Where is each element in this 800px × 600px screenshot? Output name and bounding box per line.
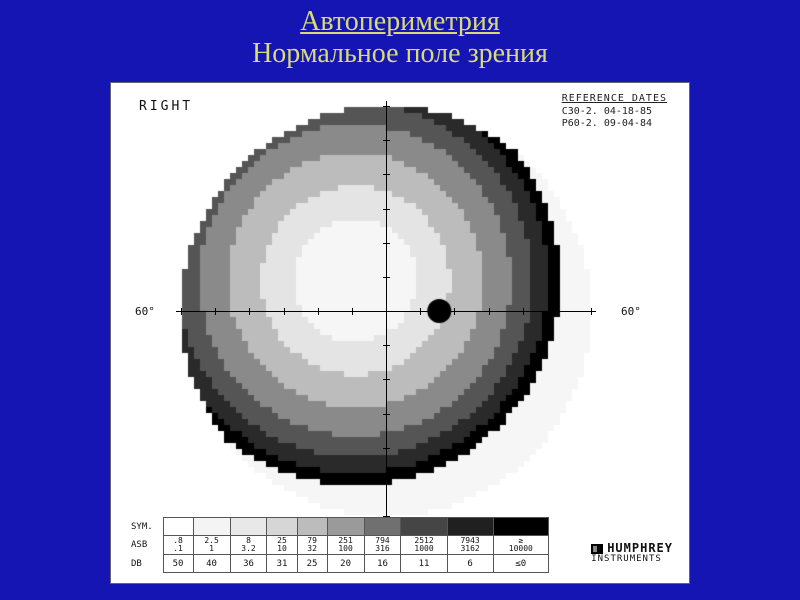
legend-asb-cell: 7943 3162 (447, 536, 493, 555)
slide-title-main: Автопериметрия (0, 6, 800, 38)
legend-asb-cell: ≥ 10000 (493, 536, 548, 555)
brand-sub: INSTRUMENTS (591, 555, 673, 565)
slide-title-block: Автопериметрия Нормальное поле зрения (0, 0, 800, 70)
legend-asb-cell: 25 10 (267, 536, 297, 555)
legend-asb-cell: 2512 1000 (401, 536, 447, 555)
degree-label-right: 60° (621, 305, 641, 318)
legend-label-asb: ASB (129, 536, 163, 555)
legend-swatch (364, 518, 401, 536)
legend-asb-cell: 8 3.2 (230, 536, 267, 555)
legend-label-db: DB (129, 555, 163, 573)
legend-asb-cell: .8 .1 (163, 536, 193, 555)
legend-swatch (401, 518, 447, 536)
legend-swatch (447, 518, 493, 536)
legend-db-cell: 50 (163, 555, 193, 573)
legend-db-cell: 31 (267, 555, 297, 573)
legend-db-cell: 6 (447, 555, 493, 573)
brand-logo-icon (591, 544, 603, 554)
legend-swatch (493, 518, 548, 536)
legend-db-cell: ≤0 (493, 555, 548, 573)
perimetry-printout: RIGHT REFERENCE DATES C30-2. 04-18-85 P6… (110, 82, 690, 584)
slide-title-sub: Нормальное поле зрения (0, 38, 800, 70)
legend-swatch (230, 518, 267, 536)
brand-block: HUMPHREY INSTRUMENTS (591, 542, 673, 565)
greyscale-legend: SYM. ASB.8 .12.5 18 3.225 1079 32251 100… (129, 517, 549, 573)
legend-asb-cell: 2.5 1 (193, 536, 230, 555)
legend-db-cell: 20 (327, 555, 364, 573)
legend-swatch (327, 518, 364, 536)
legend-db-cell: 25 (297, 555, 327, 573)
legend-asb-cell: 79 32 (297, 536, 327, 555)
brand-name: HUMPHREY (607, 541, 673, 555)
legend-swatch (297, 518, 327, 536)
legend-table: SYM. ASB.8 .12.5 18 3.225 1079 32251 100… (129, 517, 549, 573)
legend-db-cell: 36 (230, 555, 267, 573)
legend-label-sym: SYM. (129, 518, 163, 536)
legend-swatch (193, 518, 230, 536)
legend-db-cell: 11 (401, 555, 447, 573)
legend-asb-cell: 794 316 (364, 536, 401, 555)
legend-swatch (163, 518, 193, 536)
axis-vertical (386, 101, 387, 521)
legend-asb-cell: 251 100 (327, 536, 364, 555)
degree-label-left: 60° (135, 305, 155, 318)
legend-db-cell: 40 (193, 555, 230, 573)
legend-db-cell: 16 (364, 555, 401, 573)
legend-swatch (267, 518, 297, 536)
visual-field (176, 101, 596, 521)
